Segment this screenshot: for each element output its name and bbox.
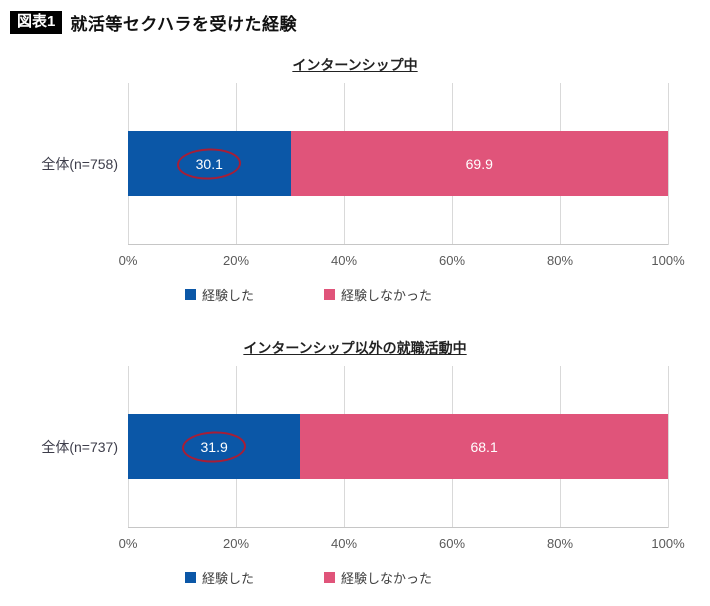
x-axis-ticks: 0% 20% 40% 60% 80% 100% <box>119 253 685 271</box>
legend-label-experienced: 経験した <box>202 288 255 303</box>
x-tick-label: 60% <box>438 253 466 268</box>
chart-title: インターンシップ中 <box>292 57 418 73</box>
legend-swatch-experienced <box>185 289 196 300</box>
figure-title: 就活等セクハラを受けた経験 <box>70 15 297 34</box>
legend-item-not-experienced: 経験しなかった <box>324 568 432 587</box>
category-label: 全体(n=737) <box>41 439 118 455</box>
legend-item-not-experienced: 経験しなかった <box>324 285 432 304</box>
bar-segment-experienced: 30.1 <box>128 131 291 196</box>
figure-header: 図表1 就活等セクハラを受けた経験 <box>0 0 710 35</box>
x-tick-label: 80% <box>546 536 574 551</box>
gridline <box>668 83 669 245</box>
x-tick-label: 80% <box>546 253 574 268</box>
x-tick-label: 40% <box>330 253 358 268</box>
bar-value-experienced: 30.1 <box>195 155 223 172</box>
legend-item-experienced: 経験した <box>185 285 254 304</box>
legend-label-not-experienced: 経験しなかった <box>341 571 433 586</box>
stacked-bar: 31.9 68.1 <box>128 414 668 479</box>
x-tick-label: 20% <box>222 253 250 268</box>
chart-internship: インターンシップ中 全体(n=758) 30.1 69.9 0% 20% 40% 60… <box>0 55 710 304</box>
legend-swatch-not-experienced <box>324 572 336 583</box>
x-tick-label: 40% <box>330 536 358 551</box>
plot-area: 全体(n=737) 31.9 68.1 <box>41 366 669 528</box>
x-axis-line <box>128 527 668 528</box>
category-label: 全体(n=758) <box>41 156 118 172</box>
bar-value-not-experienced: 68.1 <box>470 438 498 455</box>
legend-swatch-not-experienced <box>324 289 336 300</box>
legend-swatch-experienced <box>185 572 196 583</box>
x-tick-label: 100% <box>651 253 685 268</box>
bar-segment-experienced: 31.9 <box>128 414 301 479</box>
legend-item-experienced: 経験した <box>185 568 254 587</box>
bar-segment-not-experienced: 69.9 <box>290 131 668 196</box>
gridline <box>668 366 669 528</box>
x-tick-label: 20% <box>222 536 250 551</box>
x-tick-label: 0% <box>118 536 138 551</box>
bar-segment-not-experienced: 68.1 <box>300 414 668 479</box>
chart-title: インターンシップ以外の就職活動中 <box>243 340 467 356</box>
x-axis-ticks: 0% 20% 40% 60% 80% 100% <box>119 536 685 554</box>
x-tick-label: 100% <box>651 536 685 551</box>
legend-label-experienced: 経験した <box>202 571 255 586</box>
figure-badge: 図表1 <box>10 11 63 34</box>
x-tick-label: 60% <box>438 536 466 551</box>
legend-label-not-experienced: 経験しなかった <box>341 288 433 303</box>
bar-value-experienced: 31.9 <box>200 438 228 455</box>
plot-area: 全体(n=758) 30.1 69.9 <box>41 83 669 245</box>
legend: 経験した 経験しなかった <box>185 285 710 304</box>
legend: 経験した 経験しなかった <box>185 568 710 587</box>
bar-value-not-experienced: 69.9 <box>465 155 493 172</box>
x-axis-line <box>128 244 668 245</box>
stacked-bar: 30.1 69.9 <box>128 131 668 196</box>
chart-job-hunting: インターンシップ以外の就職活動中 全体(n=737) 31.9 68.1 0% 2… <box>0 338 710 587</box>
x-tick-label: 0% <box>118 253 138 268</box>
